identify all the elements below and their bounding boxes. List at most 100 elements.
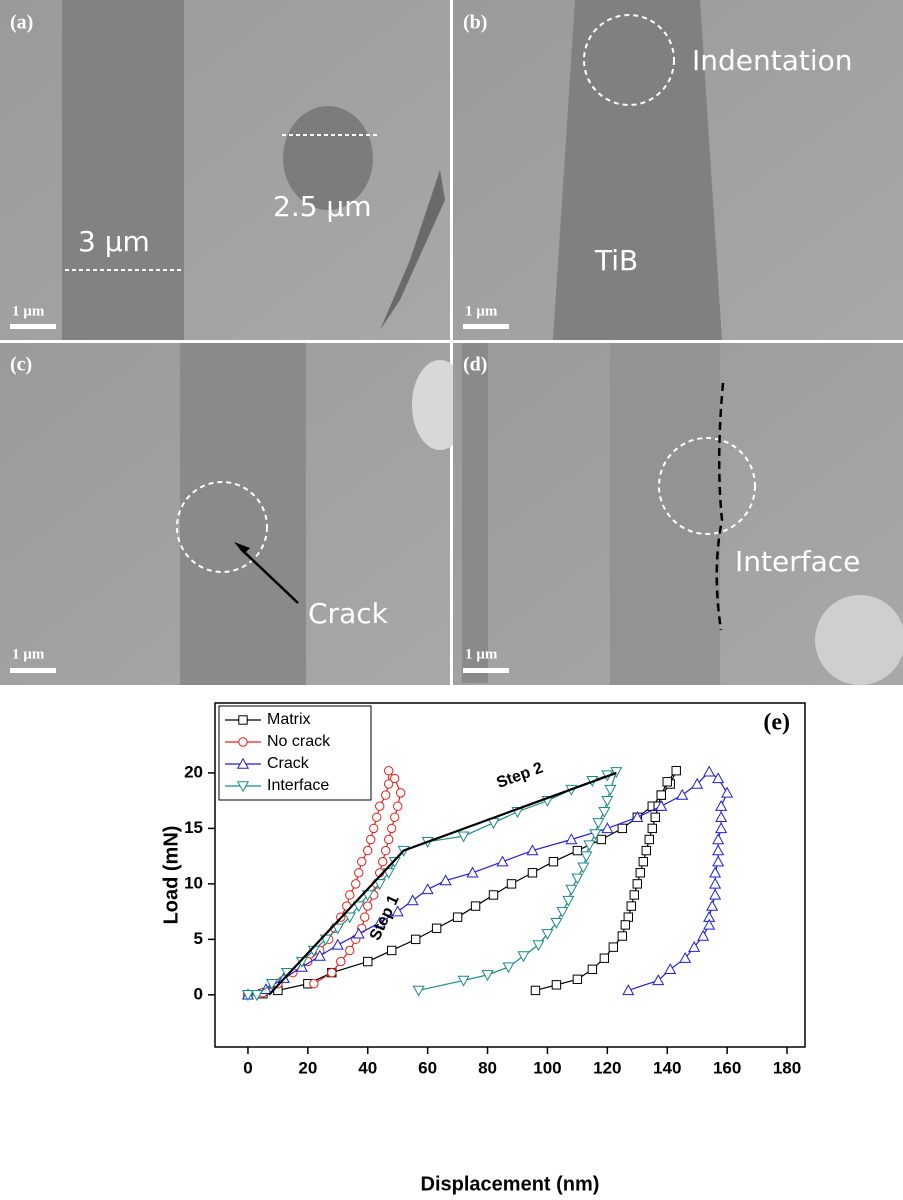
marker (364, 902, 372, 910)
marker (379, 857, 387, 865)
marker (528, 869, 536, 877)
marker (471, 902, 479, 910)
y-tick-label: 10 (184, 873, 203, 892)
marker (663, 778, 671, 786)
panel-label: (d) (463, 354, 487, 376)
marker (627, 902, 635, 910)
x-tick-label: 180 (773, 1058, 801, 1077)
x-tick-label: 100 (533, 1058, 561, 1077)
marker (713, 834, 723, 843)
scale-bar-label: 1 µm (465, 646, 498, 662)
x-tick-label: 40 (358, 1058, 377, 1077)
marker (382, 846, 390, 854)
marker (672, 766, 680, 774)
marker (552, 981, 560, 989)
marker (636, 869, 644, 877)
marker (713, 856, 723, 865)
marker (385, 835, 393, 843)
x-tick-label: 160 (713, 1058, 741, 1077)
marker (364, 846, 372, 854)
y-tick-label: 0 (194, 984, 203, 1003)
marker (716, 812, 726, 821)
marker (722, 788, 732, 797)
marker (432, 924, 440, 932)
marker (503, 963, 513, 972)
marker (677, 790, 687, 799)
marker (358, 857, 366, 865)
marker (346, 946, 354, 954)
marker (602, 823, 612, 832)
page: {"panels": [ {"label": "(a)", "texts": [… (0, 0, 903, 1200)
marker (648, 824, 656, 832)
marker (531, 986, 539, 994)
marker (385, 766, 393, 774)
marker (507, 880, 515, 888)
marker (367, 835, 375, 843)
marker (651, 813, 659, 821)
marker (698, 931, 708, 940)
marker (573, 975, 581, 983)
marker (518, 952, 528, 961)
scale-bar-label: 1 µm (12, 303, 45, 319)
marker (453, 913, 461, 921)
marker (581, 852, 591, 861)
marker (573, 846, 581, 854)
marker (411, 935, 419, 943)
marker (328, 968, 336, 976)
legend-label: Matrix (267, 711, 311, 728)
marker (388, 946, 396, 954)
x-tick-label: 140 (653, 1058, 681, 1077)
marker (346, 891, 354, 899)
marker (489, 891, 497, 899)
x-tick-label: 20 (298, 1058, 317, 1077)
x-axis-title: Displacement (nm) (421, 1173, 600, 1195)
marker (602, 796, 612, 805)
marker (364, 957, 372, 965)
marker (413, 986, 423, 995)
chart-panel-label: (e) (763, 710, 790, 736)
marker (563, 896, 573, 905)
legend-label: No crack (267, 733, 331, 750)
marker (390, 813, 398, 821)
marker (605, 785, 615, 794)
panel-label: (c) (10, 354, 32, 376)
y-tick-label: 15 (184, 818, 203, 837)
marker (623, 985, 633, 994)
marker (713, 845, 723, 854)
annotation: TiB (594, 244, 638, 277)
marker (407, 895, 417, 904)
x-tick-label: 60 (418, 1058, 437, 1077)
annotation: Step 2 (494, 760, 545, 792)
marker (713, 773, 723, 782)
marker (467, 868, 477, 877)
marker (578, 863, 588, 872)
marker (633, 880, 641, 888)
marker (609, 943, 617, 951)
marker (707, 901, 717, 910)
legend-marker (239, 716, 247, 724)
marker (393, 802, 401, 810)
marker (497, 856, 507, 865)
marker (566, 885, 576, 894)
marker (373, 813, 381, 821)
marker (600, 954, 608, 962)
marker (716, 823, 726, 832)
figure: (a) 3 µm 2.5 µm 1 µm (b) Indentation TiB… (0, 0, 903, 1200)
marker (710, 879, 720, 888)
marker (710, 868, 720, 877)
marker (584, 841, 594, 850)
marker (710, 890, 720, 899)
marker (422, 884, 432, 893)
y-tick-label: 20 (184, 762, 203, 781)
marker (593, 819, 603, 828)
panel-label: (a) (10, 12, 33, 34)
marker (549, 857, 557, 865)
marker (370, 824, 378, 832)
marker (716, 801, 726, 810)
marker (557, 907, 567, 916)
marker (382, 791, 390, 799)
x-tick-label: 80 (478, 1058, 497, 1077)
marker (657, 791, 665, 799)
marker (618, 932, 626, 940)
annotation: 3 µm (78, 225, 150, 258)
